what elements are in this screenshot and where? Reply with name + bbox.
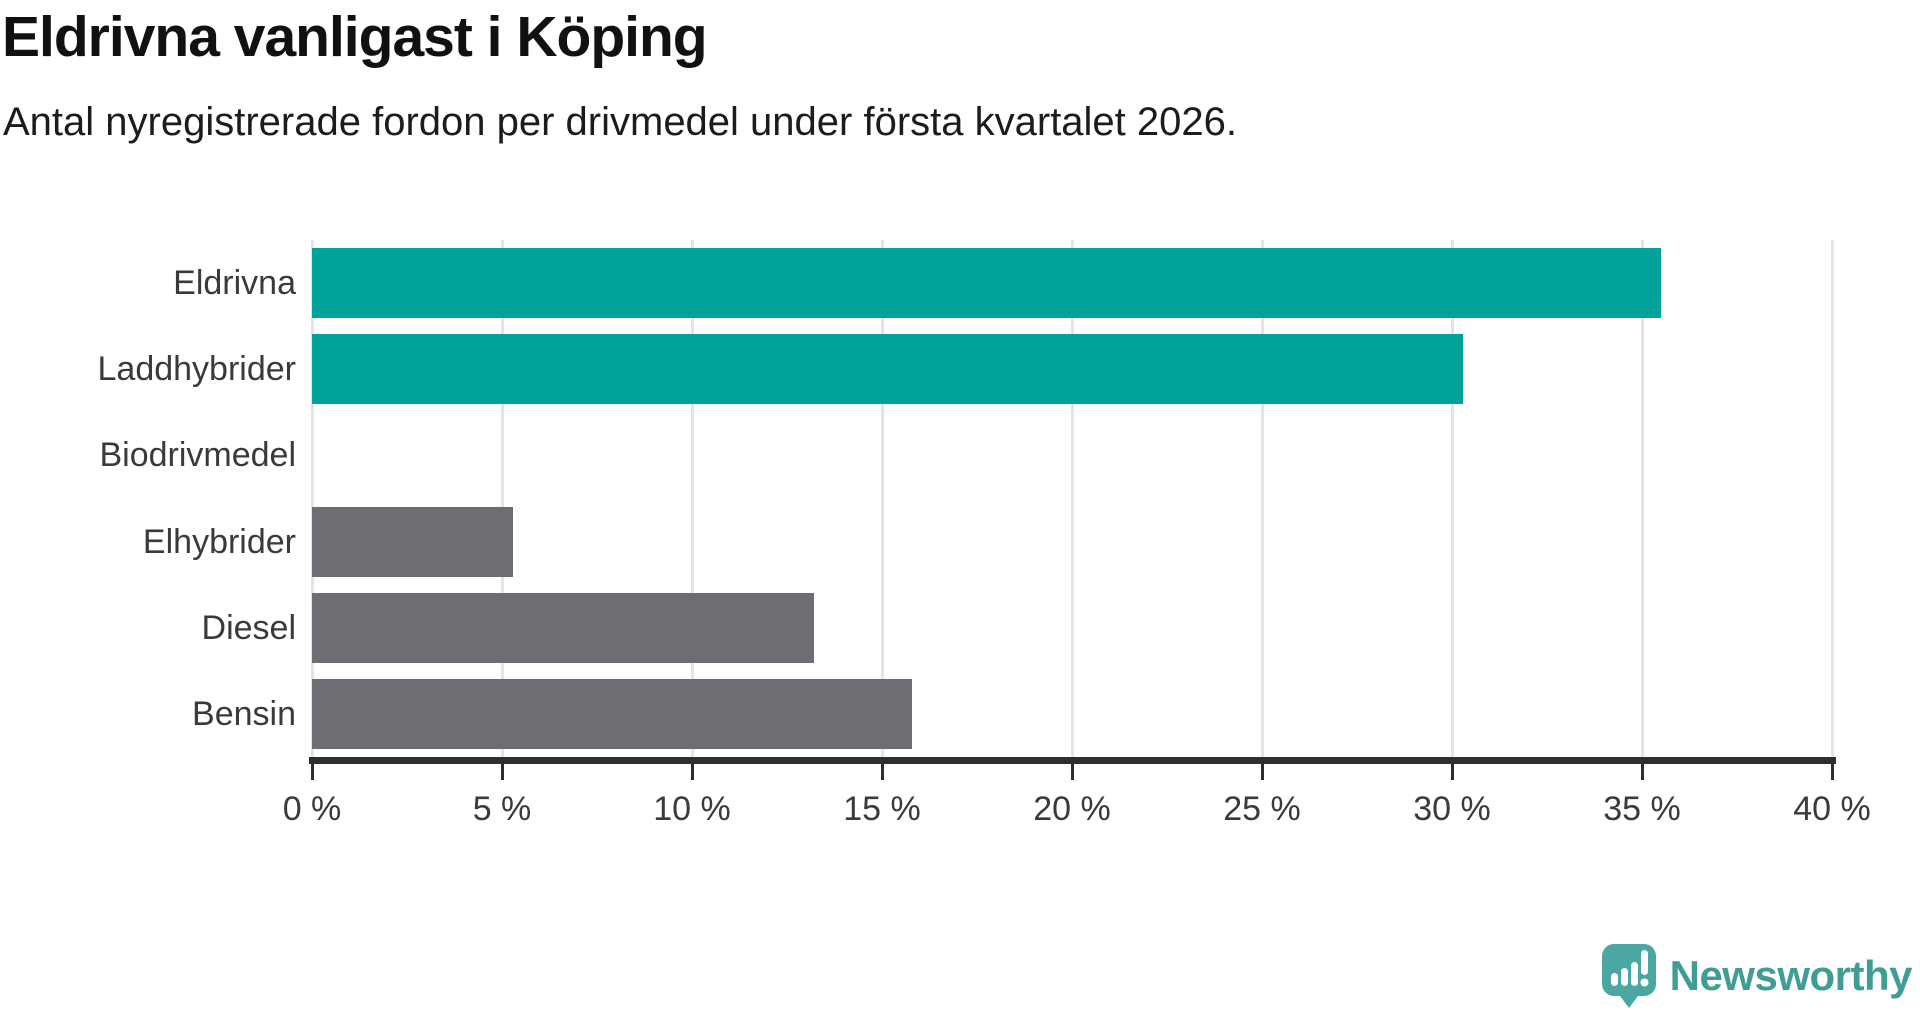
x-axis-tick-label-0: 0 % (282, 790, 342, 828)
x-axis-tick-label-15: 15 % (843, 790, 921, 828)
bar-eldrivna (312, 248, 1661, 318)
x-axis-tick-20 (1070, 764, 1074, 780)
category-label-laddhybrider: Laddhybrider (97, 349, 296, 388)
bar-elhybrider (312, 507, 514, 577)
x-axis-tick-25 (1260, 764, 1264, 780)
bar-chart: Eldrivna Laddhybrider Biodrivmedel Elhybrid… (0, 240, 1871, 860)
newsworthy-logo-icon (1601, 944, 1656, 1008)
x-axis-tick-5 (500, 764, 504, 780)
x-axis-tick-label-25: 25 % (1223, 790, 1301, 828)
x-axis-tick-label-30: 30 % (1413, 790, 1491, 828)
gridline-5 (500, 240, 504, 757)
x-axis-line (309, 757, 1836, 764)
gridline-0 (310, 240, 314, 757)
chart-title: Eldrivna vanligast i Köping (2, 5, 708, 69)
category-label-elhybrider: Elhybrider (142, 522, 296, 561)
bar-diesel (312, 593, 814, 663)
x-axis-tick-30 (1450, 764, 1454, 780)
chart-subtitle: Antal nyregistrerade fordon per drivmede… (3, 100, 1238, 144)
gridline-15 (880, 240, 884, 757)
category-label-biodrivmedel: Biodrivmedel (99, 435, 296, 474)
x-axis-tick-40 (1830, 764, 1834, 780)
bar-laddhybrider (312, 334, 1464, 404)
x-axis-tick-10 (690, 764, 694, 780)
x-axis-tick-label-40: 40 % (1793, 790, 1871, 828)
x-axis-tick-label-20: 20 % (1033, 790, 1111, 828)
gridline-35 (1640, 240, 1644, 757)
category-label-eldrivna: Eldrivna (173, 263, 296, 302)
newsworthy-logo[interactable]: Newsworthy (1601, 944, 1913, 1008)
bar-bensin (312, 679, 913, 749)
newsworthy-logo-text: Newsworthy (1669, 952, 1913, 999)
gridline-10 (690, 240, 694, 757)
gridline-25 (1260, 240, 1264, 757)
x-axis-tick-0 (310, 764, 314, 780)
category-label-diesel: Diesel (201, 608, 296, 647)
x-axis-tick-label-10: 10 % (653, 790, 731, 828)
category-label-bensin: Bensin (192, 694, 296, 733)
gridline-40 (1830, 240, 1834, 757)
gridline-30 (1450, 240, 1454, 757)
gridline-20 (1070, 240, 1074, 757)
x-axis-tick-label-35: 35 % (1603, 790, 1681, 828)
x-axis-tick-35 (1640, 764, 1644, 780)
x-axis-tick-15 (880, 764, 884, 780)
x-axis-tick-label-5: 5 % (472, 790, 532, 828)
